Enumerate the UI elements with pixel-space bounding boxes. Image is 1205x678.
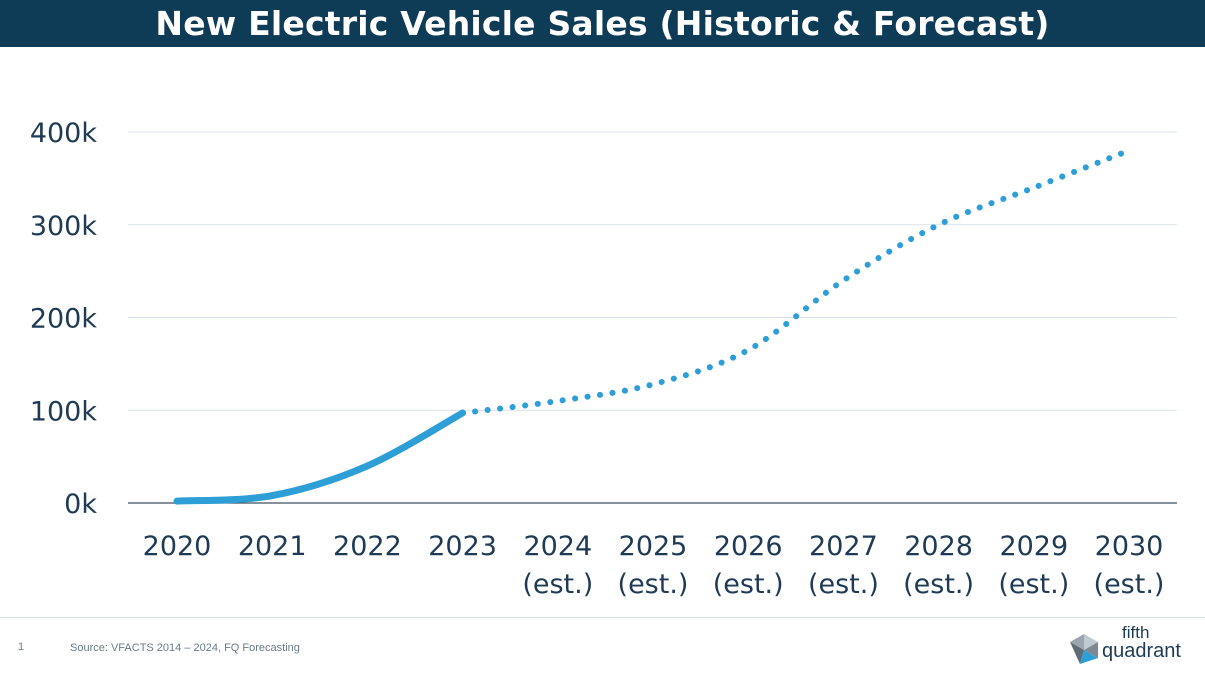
- x-tick-label: 2025: [619, 531, 688, 562]
- source-note: Source: VFACTS 2014 – 2024, FQ Forecasti…: [70, 642, 300, 654]
- x-tick-label: (est.): [808, 569, 879, 600]
- x-tick-label: (est.): [522, 569, 593, 600]
- line-chart: 0k 100k 200k 300k 400k 2020 2021 2022 2023 2024 (…: [30, 118, 1177, 600]
- series-layer: [173, 147, 1132, 505]
- gridlines: [128, 131, 1177, 504]
- logo-mark-icon: [1070, 634, 1098, 664]
- fifth-quadrant-logo: fifth quadrant: [1066, 624, 1196, 668]
- x-tick-label: 2030: [1095, 531, 1164, 562]
- footer-divider: [0, 617, 1205, 618]
- y-tick-label: 300k: [30, 211, 98, 242]
- series-line-historic: [173, 409, 467, 505]
- x-tick-label: (est.): [713, 569, 784, 600]
- x-tick-label: 2027: [809, 531, 878, 562]
- x-tick-label: 2029: [999, 531, 1068, 562]
- x-tick-label: 2021: [238, 531, 307, 562]
- y-tick-label: 100k: [30, 396, 98, 427]
- x-tick-label: (est.): [903, 569, 974, 600]
- x-tick-label: 2028: [904, 531, 973, 562]
- y-tick-label: 400k: [30, 118, 98, 149]
- logo-line-1: fifth: [1122, 623, 1150, 642]
- logo-line-2: quadrant: [1102, 640, 1181, 662]
- x-tick-label: (est.): [998, 569, 1069, 600]
- page-number: 1: [18, 641, 25, 653]
- x-tick-label: (est.): [618, 569, 689, 600]
- chart-title: New Electric Vehicle Sales (Historic & F…: [155, 4, 1050, 43]
- x-tick-label: 2024: [523, 531, 592, 562]
- y-tick-label: 200k: [30, 304, 98, 335]
- x-tick-label: 2026: [714, 531, 783, 562]
- x-axis-ticks: 2020 2021 2022 2023 2024 (est.) 2025 (est.) 2026…: [143, 531, 1165, 600]
- y-tick-label: 0k: [64, 489, 97, 520]
- series-line-forecast: [459, 147, 1132, 416]
- x-tick-label: 2023: [428, 531, 497, 562]
- title-bar: New Electric Vehicle Sales (Historic & F…: [0, 0, 1205, 47]
- x-tick-label: 2022: [333, 531, 402, 562]
- y-axis-ticks: 0k 100k 200k 300k 400k: [30, 118, 98, 520]
- x-tick-label: (est.): [1094, 569, 1165, 600]
- x-tick-label: 2020: [143, 531, 212, 562]
